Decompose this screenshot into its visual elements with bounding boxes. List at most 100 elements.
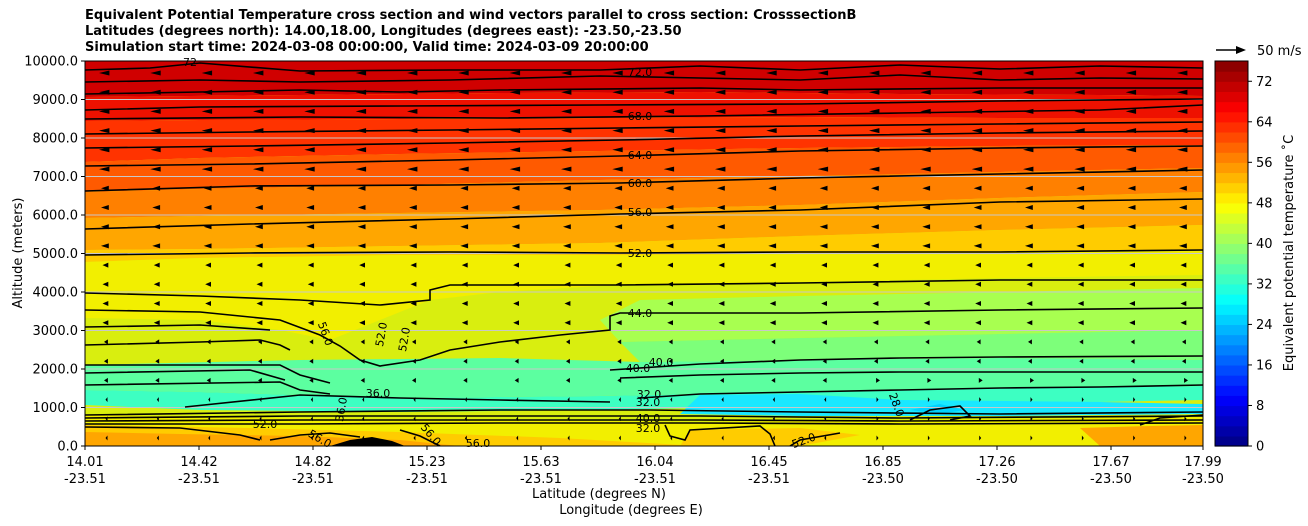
wind-vector-arrow <box>976 339 981 345</box>
x-tick-label-lon: -23.51 <box>292 472 334 487</box>
theta-e-contour-lines <box>85 62 1203 446</box>
wind-vector-arrow <box>307 281 314 287</box>
wind-vector-arrow <box>922 224 931 230</box>
wind-vector-arrow <box>819 185 828 191</box>
wind-vector-arrow <box>1028 358 1032 364</box>
wind-vector-arrow <box>768 185 777 191</box>
wind-vector-arrow <box>819 224 828 230</box>
contour-label: 60.0 <box>628 177 653 190</box>
colorbar-segment <box>1215 385 1248 396</box>
wind-vector-arrow <box>1180 262 1187 268</box>
wind-vector-arrow <box>567 416 570 422</box>
wind-vector-arrow <box>824 397 827 403</box>
wind-vector-arrow <box>561 128 572 134</box>
wind-vector-arrow <box>1127 185 1136 191</box>
wind-vector-arrow <box>1077 301 1084 306</box>
wind-vector-arrow <box>258 377 262 383</box>
contour-label: 32.0 <box>637 388 662 401</box>
wind-vector-arrow <box>458 166 469 172</box>
wind-vector-arrow <box>1074 70 1085 76</box>
wind-vector-arrow <box>561 70 572 76</box>
contour-label: 36.0 <box>366 387 391 400</box>
wind-vector-arrow <box>201 89 213 95</box>
x-tick-label-lat: 14.42 <box>180 455 217 470</box>
wind-vector-arrow <box>769 281 776 287</box>
wind-vector-arrow <box>874 339 878 345</box>
wind-vector-arrow <box>304 89 315 95</box>
colorbar-segment <box>1215 243 1248 255</box>
wind-vector-arrow <box>563 243 571 249</box>
wind-vector-arrow <box>355 89 367 95</box>
colorbar-segment <box>1215 61 1248 72</box>
wind-vector-arrow <box>822 339 827 345</box>
colorbar-tick-label: 64 <box>1256 115 1273 130</box>
wind-vector-arrow <box>253 108 264 114</box>
wind-vector-arrow <box>973 205 982 210</box>
wind-vector-arrow <box>412 358 416 364</box>
wind-vector-arrow <box>772 416 775 422</box>
wind-vector-arrow <box>463 377 468 383</box>
wind-vector-arrow <box>822 377 827 383</box>
wind-vector-arrow <box>869 108 880 114</box>
wind-vector-arrow <box>971 89 983 95</box>
wind-vector-arrow <box>1077 320 1084 326</box>
x-tick-label-lat: 16.45 <box>750 455 787 470</box>
wind-vector-arrow <box>1129 281 1135 287</box>
wind-vector-arrow <box>817 128 829 134</box>
wind-vector-arrow <box>1076 243 1085 249</box>
wind-vector-arrow <box>307 301 314 306</box>
wind-vector-arrow <box>460 185 469 191</box>
wind-vector-arrow <box>566 377 570 383</box>
wind-vector-arrow <box>362 416 365 422</box>
wind-vector-arrow <box>769 262 776 268</box>
wind-vector-arrow <box>567 397 570 403</box>
wind-vector-arrow <box>1028 339 1032 345</box>
wind-vector-arrow <box>819 243 828 249</box>
wind-vector-arrow <box>309 339 314 345</box>
wind-vector-arrow <box>876 377 880 383</box>
wind-vector-arrow <box>514 358 519 364</box>
wind-vector-arrow <box>927 397 930 403</box>
wind-vector-arrow <box>721 416 724 422</box>
wind-vector-arrow <box>975 281 981 287</box>
wind-vector-arrow <box>255 205 263 210</box>
wind-vector-arrow <box>718 281 725 287</box>
wind-vector-arrow <box>513 320 519 326</box>
wind-vector-arrow <box>670 397 673 403</box>
wind-vector-arrow <box>203 243 212 249</box>
wind-vector-arrow <box>561 166 572 172</box>
wind-vector-arrow <box>1076 205 1085 210</box>
wind-vector-arrow <box>871 224 879 230</box>
wind-vector-arrow <box>362 397 365 403</box>
wind-vector-arrow <box>667 301 673 306</box>
wind-vector-arrow <box>362 435 365 441</box>
wind-vector-arrow <box>766 70 777 76</box>
x-tick-label-lat: 15.23 <box>408 455 445 470</box>
wind-vector-arrow <box>203 185 212 191</box>
colorbar-segment <box>1215 395 1248 407</box>
colorbar-segment <box>1215 111 1248 123</box>
wind-vector-arrow <box>152 185 161 191</box>
wind-vector-arrow <box>615 281 622 287</box>
wind-vector-arrow <box>1125 166 1137 172</box>
wind-vector-arrow <box>410 301 417 306</box>
wind-vector-arrow <box>927 435 930 441</box>
wind-vector-arrow <box>1129 262 1135 268</box>
colorbar-segment <box>1215 192 1248 204</box>
wind-vector-arrow <box>925 339 930 345</box>
wind-vector-arrow <box>663 70 675 76</box>
wind-vector-arrow <box>772 397 775 403</box>
wind-vector-arrow <box>615 301 622 306</box>
wind-vector-arrow <box>715 70 726 76</box>
wind-vector-arrow <box>514 339 519 345</box>
wind-vector-arrow <box>663 128 675 134</box>
wind-vector-arrow <box>720 377 724 383</box>
contour-label: 52.0 <box>253 418 278 431</box>
wind-vector-arrow <box>410 262 417 268</box>
wind-vector-arrow <box>259 435 262 441</box>
wind-vector-arrow <box>1180 281 1187 287</box>
wind-vector-arrow <box>150 108 161 114</box>
wind-vector-arrow <box>563 185 571 191</box>
wind-vector-arrow <box>310 416 313 422</box>
contour-label: 56.0 <box>466 437 491 450</box>
